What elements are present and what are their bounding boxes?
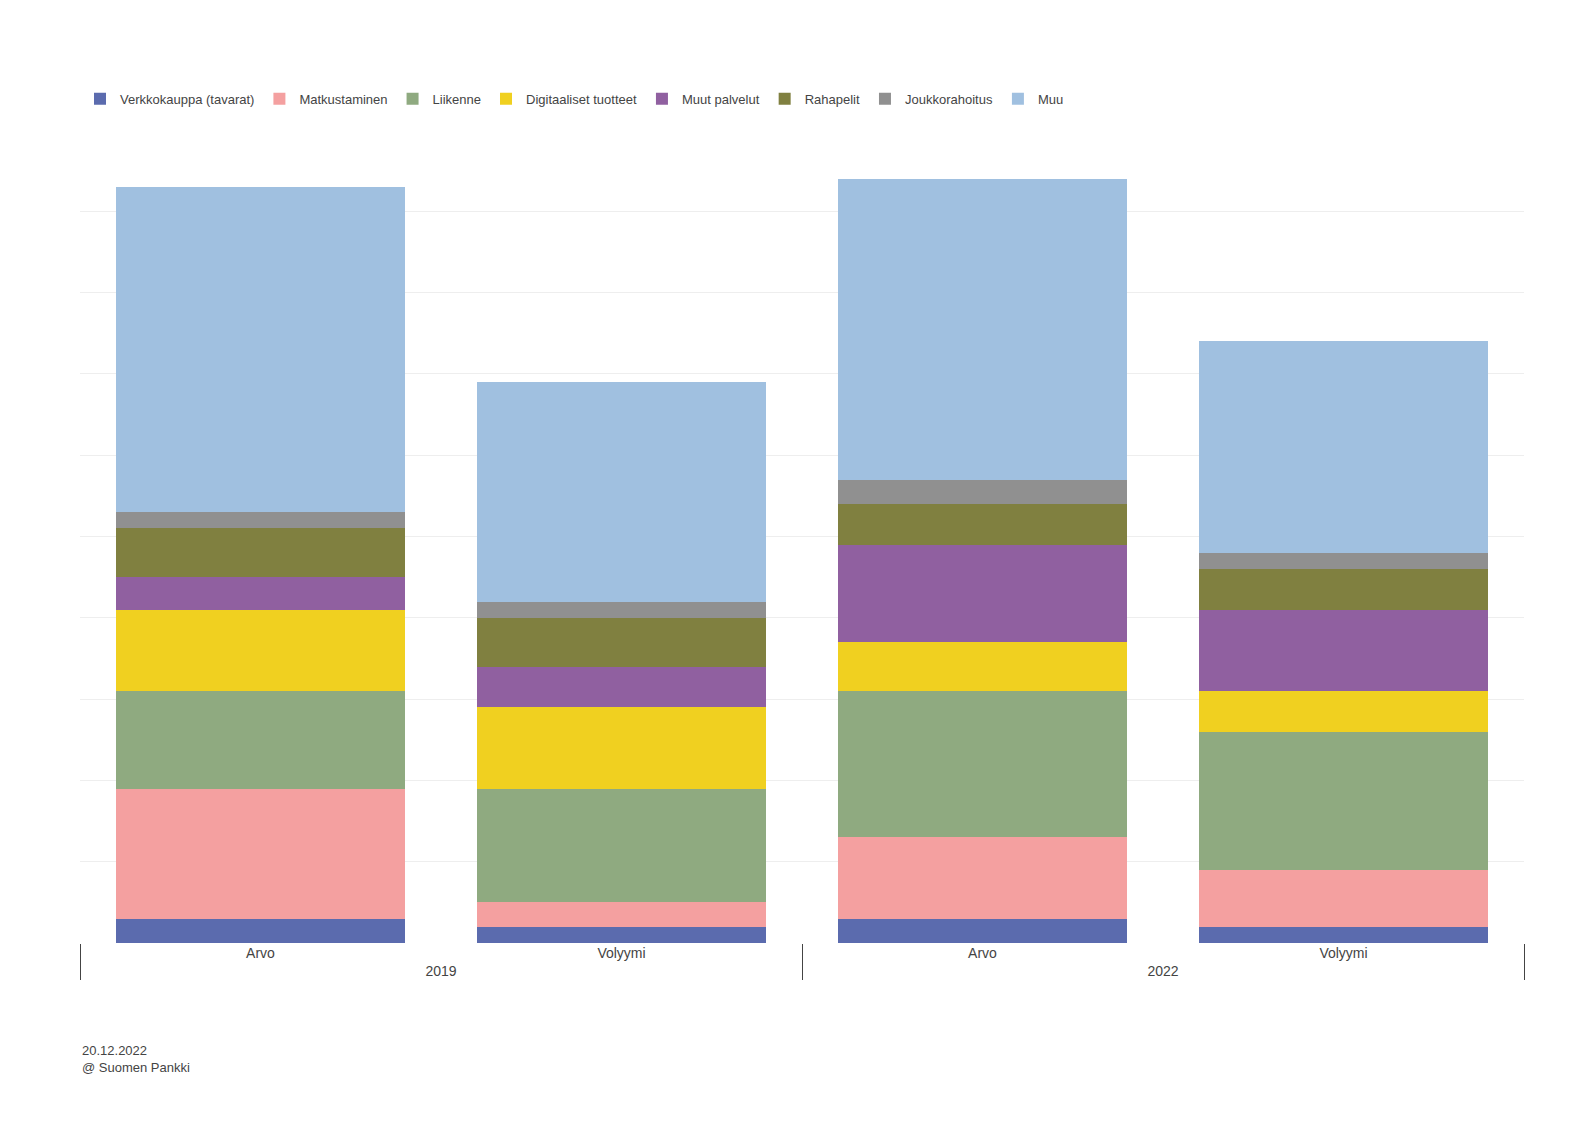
svg-text:2019: 2019 <box>425 963 456 979</box>
svg-text:Volyymi: Volyymi <box>597 945 645 961</box>
svg-text:Muut palvelut: Muut palvelut <box>682 92 760 107</box>
svg-text:Muu: Muu <box>1038 92 1063 107</box>
svg-text:Joukkorahoitus: Joukkorahoitus <box>905 92 993 107</box>
svg-text:Liikenne: Liikenne <box>433 92 481 107</box>
svg-text:Verkkokauppa (tavarat): Verkkokauppa (tavarat) <box>120 92 254 107</box>
svg-text:20.12.2022@ Suomen Pankki: 20.12.2022@ Suomen Pankki <box>82 1043 190 1075</box>
svg-text:Volyymi: Volyymi <box>1319 945 1367 961</box>
svg-text:Arvo: Arvo <box>246 945 275 961</box>
svg-text:Digitaaliset tuotteet: Digitaaliset tuotteet <box>526 92 637 107</box>
svg-text:2022: 2022 <box>1147 963 1178 979</box>
svg-text:Rahapelit: Rahapelit <box>805 92 860 107</box>
svg-text:Matkustaminen: Matkustaminen <box>299 92 387 107</box>
svg-text:Arvo: Arvo <box>968 945 997 961</box>
